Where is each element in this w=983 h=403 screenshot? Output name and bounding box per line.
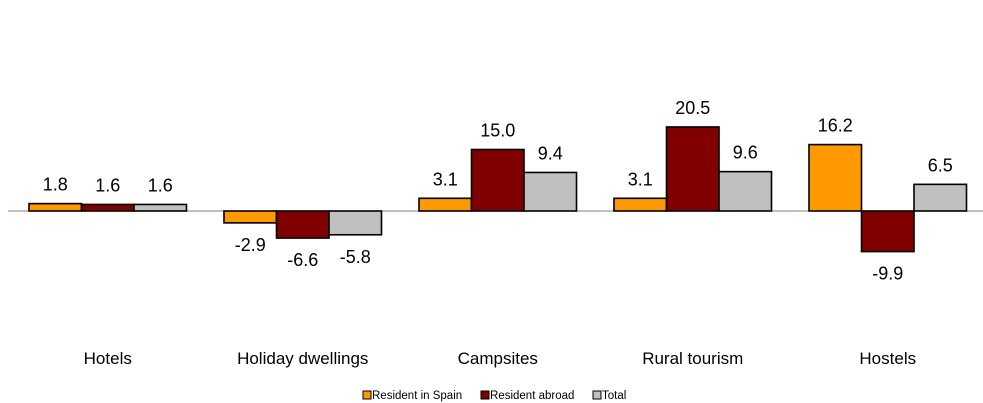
data-label-rural-tourism-total: 9.6 [733, 143, 758, 163]
data-label-campsites-resident-abroad: 15.0 [480, 121, 515, 141]
category-label-campsites: Campsites [458, 349, 538, 368]
data-label-holiday-dwellings-resident-in-spain: -2.9 [235, 235, 266, 255]
bar-rural-tourism-resident-abroad [665, 126, 720, 212]
legend-label-resident-in-spain: Resident in Spain [372, 390, 462, 402]
bar-hotels-resident-in-spain [28, 202, 83, 212]
data-label-hostels-total: 6.5 [928, 155, 953, 175]
bar-campsites-total [523, 171, 578, 212]
legend-swatch-resident-in-spain [362, 390, 372, 400]
bar-holiday-dwellings-total [328, 210, 383, 236]
legend-label-total: Total [602, 390, 626, 402]
data-label-campsites-resident-in-spain: 3.1 [433, 169, 458, 189]
bar-hostels-total [913, 183, 968, 212]
data-label-hotels-resident-abroad: 1.6 [95, 175, 120, 195]
category-label-holiday-dwellings: Holiday dwellings [237, 349, 368, 368]
bar-hostels-resident-in-spain [808, 143, 863, 212]
bar-rural-tourism-resident-in-spain [613, 197, 668, 212]
legend-swatch-resident-abroad [480, 390, 490, 400]
bars-layer [28, 126, 968, 253]
data-label-rural-tourism-resident-abroad: 20.5 [675, 98, 710, 118]
legend-swatch-total [592, 390, 602, 400]
legend: Resident in Spain Resident abroad Total [362, 390, 626, 402]
data-label-hotels-resident-in-spain: 1.8 [43, 175, 68, 195]
data-label-holiday-dwellings-resident-abroad: -6.6 [287, 250, 318, 270]
bar-hotels-resident-abroad [80, 203, 135, 212]
bar-campsites-resident-in-spain [418, 197, 473, 212]
legend-label-resident-abroad: Resident abroad [490, 390, 574, 402]
data-label-hostels-resident-in-spain: 16.2 [818, 116, 853, 136]
data-label-rural-tourism-resident-in-spain: 3.1 [628, 169, 653, 189]
category-label-rural-tourism: Rural tourism [642, 349, 743, 368]
data-labels-layer: 1.8 1.6 1.6 -2.9 -6.6 -5.8 3.1 15.0 9.4 3.1 20.5 9.… [43, 98, 953, 284]
data-label-hostels-resident-abroad: -9.9 [872, 264, 903, 284]
data-label-holiday-dwellings-total: -5.8 [340, 247, 371, 267]
category-label-hotels: Hotels [84, 349, 132, 368]
bar-holiday-dwellings-resident-abroad [275, 210, 330, 239]
bar-hostels-resident-abroad [860, 210, 915, 253]
category-labels-layer: Hotels Holiday dwellings Campsites Rural to… [84, 349, 916, 368]
bar-campsites-resident-abroad [470, 148, 525, 212]
data-label-hotels-total: 1.6 [148, 175, 173, 195]
category-label-hostels: Hostels [859, 349, 916, 368]
data-label-campsites-total: 9.4 [538, 143, 563, 163]
bar-holiday-dwellings-resident-in-spain [223, 210, 278, 224]
bar-hotels-total [133, 203, 188, 212]
bar-rural-tourism-total [718, 170, 773, 212]
